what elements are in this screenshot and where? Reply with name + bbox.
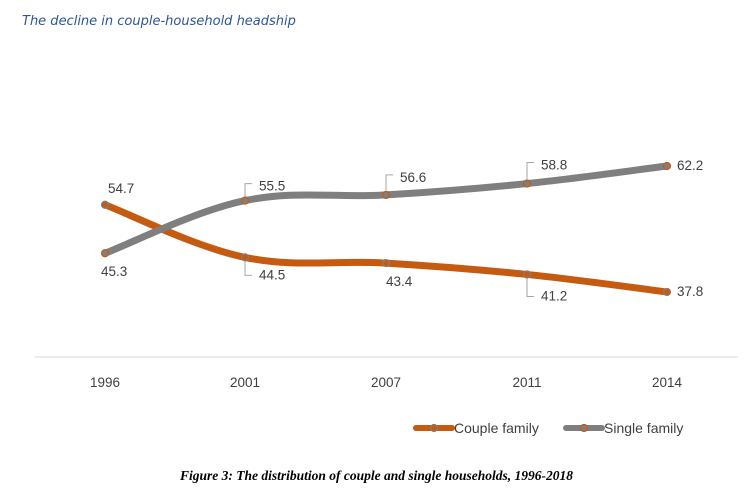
couple-family-data-label: 37.8	[677, 284, 703, 299]
single-family-point	[522, 179, 532, 188]
x-tick-label: 2011	[512, 375, 541, 390]
couple-family-data-label: 54.7	[108, 181, 134, 196]
single-family-data-label: 56.6	[400, 170, 426, 185]
single-family-data-label: 62.2	[677, 158, 703, 173]
couple-family-label-leader	[244, 261, 252, 276]
line-chart: 54.7 44.5 43.4 41.2 37.8 45.3 55.5 56.6 58.8 62.2…	[35, 158, 738, 436]
couple-family-data-label: 43.4	[386, 274, 413, 289]
x-tick-label: 2007	[371, 375, 401, 390]
single-family-data-label: 55.5	[259, 179, 285, 194]
single-family-legend-marker	[579, 423, 589, 433]
couple-family-legend-marker	[429, 423, 439, 433]
single-family-point	[240, 196, 250, 205]
single-family-label-leader	[385, 174, 393, 191]
single-family-point	[100, 249, 110, 258]
page-title: The decline in couple-household headship	[22, 14, 296, 29]
single-family-point	[381, 190, 391, 200]
couple-family-point	[662, 287, 672, 297]
single-family-label-leader	[244, 183, 252, 197]
x-tick-label: 2014	[652, 375, 683, 390]
single-family-legend-label: Single family	[604, 420, 683, 436]
single-family-data-label: 58.8	[541, 158, 567, 173]
single-family-label-leader	[526, 162, 534, 180]
couple-family-data-label: 44.5	[259, 267, 285, 282]
couple-family-point	[240, 253, 250, 262]
x-tick-label: 1996	[90, 375, 120, 390]
couple-family-data-label: 41.2	[541, 288, 567, 303]
single-family-data-label: 45.3	[101, 264, 127, 279]
couple-family-point	[522, 270, 532, 279]
couple-family-point	[100, 200, 110, 209]
figure-caption: Figure 3: The distribution of couple and…	[179, 468, 574, 483]
couple-family-point	[381, 258, 391, 268]
x-tick-label: 2001	[230, 375, 260, 390]
couple-family-label-leader	[526, 278, 534, 297]
couple-family-legend-label: Couple family	[454, 420, 539, 436]
single-family-point	[662, 161, 672, 171]
